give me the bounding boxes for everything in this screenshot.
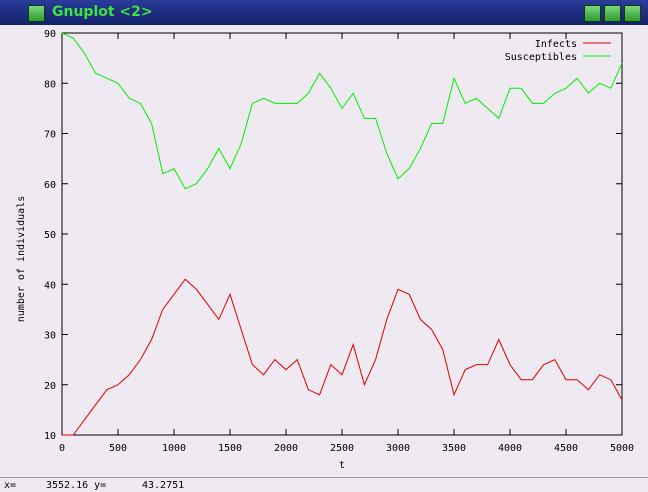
x-tick-label: 1000 (162, 443, 186, 454)
close-button[interactable] (624, 5, 641, 22)
x-axis-label: t (339, 460, 345, 471)
y-tick-label: 10 (44, 431, 56, 442)
x-tick-label: 1500 (218, 443, 242, 454)
series-line (62, 278, 623, 436)
x-tick-label: 4500 (554, 443, 578, 454)
y-tick-label: 50 (44, 230, 56, 241)
y-tick-label: 90 (44, 29, 56, 40)
x-tick-label: 3500 (442, 443, 466, 454)
title-bar: Gnuplot <2> (0, 0, 648, 25)
x-tick-label: 500 (109, 443, 127, 454)
status-y-value: 43.2751 (142, 480, 185, 491)
x-tick-label: 2500 (330, 443, 354, 454)
window-title: Gnuplot <2> (52, 4, 153, 20)
y-tick-label: 60 (44, 180, 56, 191)
maximize-button[interactable] (604, 5, 621, 22)
status-x-value: 3552.16 (46, 480, 89, 491)
legend-label: Infects (535, 39, 577, 50)
x-tick-label: 5000 (610, 443, 634, 454)
y-tick-label: 20 (44, 381, 56, 392)
chart: t number of individuals 10 20 30 40 50 60 70 80… (16, 29, 634, 471)
x-tick-label: 3000 (386, 443, 410, 454)
minimize-button[interactable] (584, 5, 601, 22)
y-tick-label: 70 (44, 130, 56, 141)
y-tick-label: 30 (44, 331, 56, 342)
x-tick-label: 4000 (498, 443, 522, 454)
y-tick-label: 40 (44, 280, 56, 291)
y-axis-label: number of individuals (16, 196, 27, 322)
menu-button[interactable] (28, 5, 45, 22)
status-x-label: x= (4, 480, 17, 491)
legend-label: Susceptibles (505, 52, 577, 63)
y-tick-label: 80 (44, 79, 56, 90)
status-bar: x= 3552.16 y= 43.2751 (0, 477, 648, 492)
x-tick-label: 0 (59, 443, 65, 454)
x-tick-label: 2000 (274, 443, 298, 454)
series-line (61, 32, 623, 190)
status-y-label: y= (94, 480, 107, 491)
